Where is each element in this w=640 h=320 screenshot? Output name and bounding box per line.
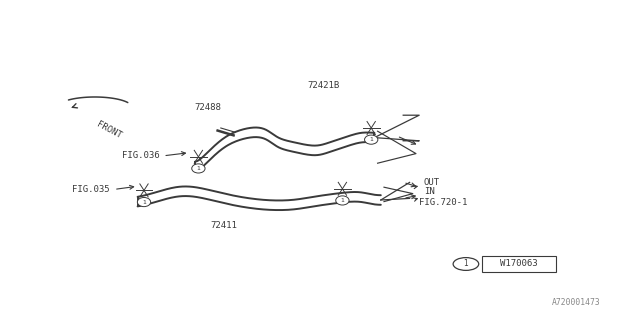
Text: FRONT: FRONT (95, 120, 123, 140)
Text: FIG.036: FIG.036 (122, 151, 160, 160)
Text: 72411: 72411 (211, 221, 237, 230)
Circle shape (453, 258, 479, 270)
Text: OUT: OUT (424, 178, 440, 187)
Text: IN: IN (424, 188, 435, 196)
Ellipse shape (336, 196, 349, 205)
Text: W170063: W170063 (500, 260, 538, 268)
Ellipse shape (192, 164, 205, 173)
Text: 1: 1 (340, 198, 344, 203)
Ellipse shape (138, 197, 150, 207)
Text: 1: 1 (142, 200, 146, 204)
Text: 1: 1 (463, 260, 468, 268)
Text: 72421B: 72421B (307, 81, 339, 90)
Text: 1: 1 (369, 137, 373, 142)
Text: A720001473: A720001473 (552, 298, 600, 307)
Text: FIG.720-1: FIG.720-1 (419, 198, 468, 207)
Text: 72488: 72488 (195, 103, 221, 112)
Ellipse shape (365, 135, 378, 144)
FancyBboxPatch shape (482, 256, 556, 272)
Text: 1: 1 (196, 166, 200, 171)
Text: FIG.035: FIG.035 (72, 185, 110, 194)
